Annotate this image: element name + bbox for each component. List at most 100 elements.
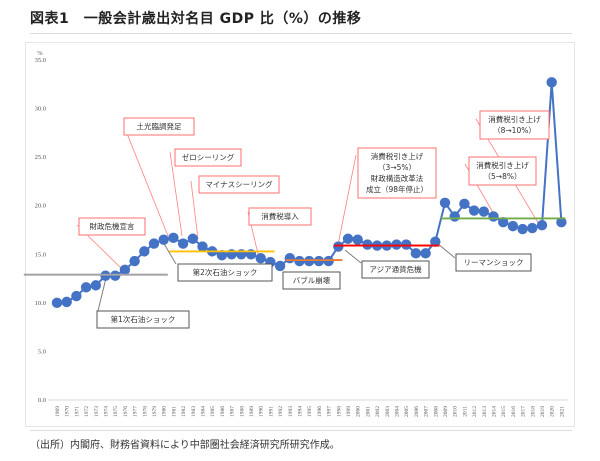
data-point (546, 77, 557, 88)
top-divider (30, 33, 572, 34)
x-tick-label: 2017 (521, 406, 527, 417)
x-tick-label: 2014 (492, 406, 498, 417)
data-point (177, 238, 189, 249)
annotation-text: （8→10%） (493, 126, 536, 135)
y-tick-label: 5.0 (38, 348, 46, 355)
y-tick-label: 35.0 (35, 57, 46, 64)
x-tick-label: 1976 (123, 406, 129, 417)
annotation-text: （5→8%） (484, 172, 522, 181)
annotation-box (479, 110, 550, 140)
data-point (158, 234, 169, 245)
data-point (216, 250, 228, 261)
annotation-text: マイナスシーリング (205, 179, 273, 189)
annotation-box (78, 217, 146, 236)
y-tick-label: 20.0 (35, 203, 46, 210)
x-tick-label: 1992 (278, 406, 284, 417)
data-point (488, 211, 499, 222)
x-tick-label: 2005 (404, 406, 410, 417)
data-point (197, 241, 208, 252)
data-point (410, 248, 422, 259)
data-point (459, 198, 470, 209)
annotation-ann-5: 財政危機宣言 (78, 217, 146, 236)
data-point (323, 255, 334, 267)
data-point (139, 246, 150, 257)
x-tick-label: 1987 (230, 406, 236, 417)
x-tick-label: 2000 (356, 406, 362, 417)
data-point (449, 211, 460, 222)
x-tick-label: 2002 (375, 406, 381, 417)
annotation-box (198, 175, 280, 194)
annotation-box (177, 263, 273, 282)
x-tick-label: 1972 (84, 406, 90, 417)
x-tick-label: 2018 (530, 406, 536, 417)
annotation-box (282, 271, 341, 290)
annotation-ann-9: 第1次石油ショック (96, 310, 190, 329)
x-tick-label: 1996 (317, 406, 323, 417)
x-tick-label: 2009 (443, 406, 449, 417)
bottom-divider (30, 430, 572, 431)
annotation-ann-4: 消費税導入 (248, 207, 312, 226)
annotation-text: リーマンショック (464, 258, 524, 267)
x-tick-label: 1983 (191, 406, 197, 417)
data-point (556, 217, 567, 228)
data-point (507, 220, 519, 232)
data-point (100, 270, 111, 281)
annotation-leader-line (123, 125, 169, 237)
annotation-text: 成立（98年停止） (366, 184, 428, 194)
x-tick-label: 1978 (142, 406, 148, 417)
x-tick-label: 2010 (453, 406, 459, 417)
annotation-text: アジア通貨危機 (369, 264, 422, 274)
data-point (498, 217, 509, 228)
x-tick-label: 1990 (259, 406, 265, 417)
data-point (536, 219, 548, 231)
data-point (430, 236, 441, 247)
annotation-text: ゼロシーリング (182, 152, 235, 162)
x-tick-label: 1977 (133, 406, 139, 417)
x-tick-label: 1999 (346, 406, 352, 417)
data-point (255, 252, 266, 264)
x-tick-label: 2015 (501, 406, 507, 417)
x-tick-label: 1973 (94, 406, 100, 417)
annotation-text: 第2次石油ショック (193, 267, 258, 277)
data-point (304, 255, 315, 267)
annotation-box (96, 310, 190, 329)
annotation-box (455, 253, 532, 272)
data-point (51, 297, 63, 309)
x-tick-label: 1974 (104, 406, 110, 417)
y-tick-label: 10.0 (35, 300, 46, 307)
data-point (294, 255, 305, 267)
x-tick-label: 1982 (181, 406, 187, 417)
annotation-text: 財政危機宣言 (90, 221, 135, 231)
x-tick-label: 1988 (239, 406, 245, 417)
annotation-box (468, 156, 537, 186)
data-point (71, 290, 82, 302)
y-axis-unit: % (37, 50, 43, 57)
data-point (468, 205, 480, 216)
annotation-box (123, 117, 195, 136)
x-tick-label: 1984 (201, 406, 207, 417)
data-point (110, 270, 121, 281)
annotation-leader-line (337, 154, 357, 246)
annotation-ann-8: 消費税引き上げ （5→8%） (468, 156, 537, 186)
data-point (284, 252, 295, 264)
data-point (61, 296, 72, 308)
data-point (80, 282, 92, 293)
x-tick-label: 1971 (74, 406, 80, 417)
x-tick-label: 2012 (472, 406, 478, 417)
data-point (439, 197, 451, 208)
x-tick-label: 1989 (249, 406, 255, 417)
x-tick-label: 2016 (511, 406, 517, 417)
x-tick-label: 2008 (433, 406, 439, 417)
annotation-text: バブル崩壊 (293, 275, 331, 285)
annotation-text: 消費税導入 (261, 211, 299, 221)
x-tick-label: 2004 (395, 406, 401, 417)
annotation-leader-line (169, 151, 183, 237)
data-point (420, 248, 431, 259)
annotation-box (174, 148, 242, 167)
x-tick-label: 2001 (365, 406, 371, 417)
annotation-ann-3: マイナスシーリング (198, 175, 280, 194)
chart-title: 図表1 一般会計歳出対名目 GDP 比（%）の推移 (30, 11, 362, 27)
x-tick-label: 1985 (210, 406, 216, 417)
x-tick-label: 1969 (55, 406, 61, 417)
